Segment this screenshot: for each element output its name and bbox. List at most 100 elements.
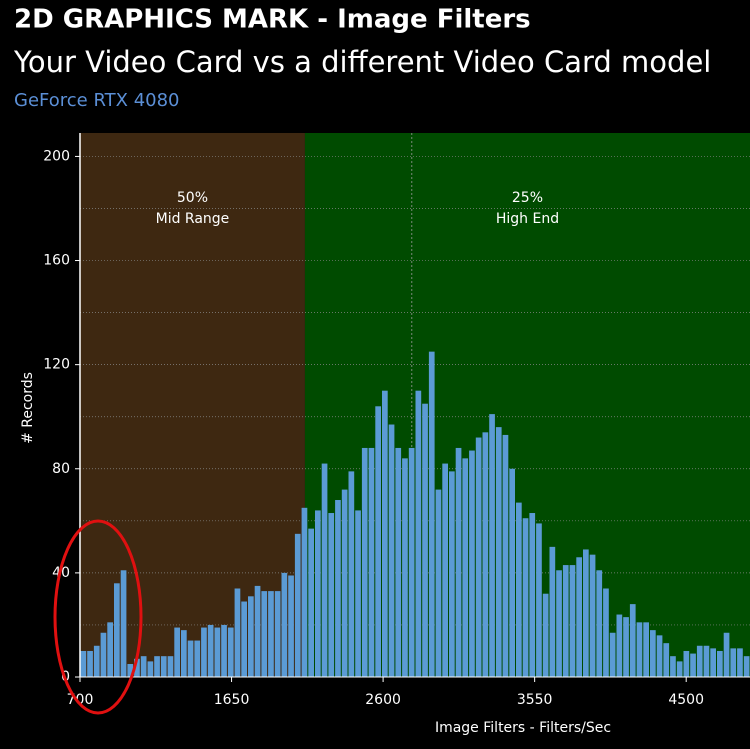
bar <box>328 513 335 677</box>
highlight-circle <box>53 519 143 715</box>
bar <box>408 447 415 677</box>
bar <box>402 458 408 677</box>
bar <box>134 658 140 677</box>
bar <box>254 585 261 677</box>
bar <box>616 614 623 677</box>
bar <box>569 565 576 677</box>
chart-subtitle: Your Video Card vs a different Video Car… <box>13 45 711 79</box>
bar <box>583 549 589 677</box>
bar <box>221 624 227 677</box>
bar <box>227 627 234 677</box>
region-label: 50% <box>177 190 208 206</box>
bar <box>462 458 469 677</box>
bar <box>274 591 281 677</box>
bar <box>636 622 643 677</box>
bar <box>696 645 703 677</box>
y-tick-label: 160 <box>43 253 70 269</box>
bar <box>241 601 247 677</box>
bar <box>455 447 462 677</box>
bar <box>442 463 448 677</box>
bar <box>629 604 636 677</box>
bar <box>355 510 361 677</box>
y-tick-label: 200 <box>43 148 70 164</box>
bar <box>207 624 214 677</box>
x-axis-title: Image Filters - Filters/Sec <box>435 720 611 736</box>
bar <box>187 640 194 677</box>
bar <box>294 533 301 677</box>
bar <box>268 591 274 677</box>
bar <box>495 427 502 677</box>
bar <box>114 583 120 677</box>
bar <box>167 656 174 677</box>
x-tick-label: 2600 <box>365 692 401 708</box>
bar <box>120 570 127 677</box>
bar <box>542 593 549 677</box>
bar <box>469 450 475 677</box>
bar <box>422 403 428 677</box>
bar <box>288 575 294 677</box>
bar <box>449 471 455 677</box>
bar <box>522 518 529 677</box>
bar <box>382 390 388 677</box>
bar <box>650 630 656 677</box>
bar <box>214 627 221 677</box>
bar <box>174 627 180 677</box>
bar <box>703 645 710 677</box>
bar <box>375 406 381 677</box>
bar <box>341 489 348 677</box>
bar <box>663 643 670 677</box>
bar <box>201 627 207 677</box>
bar <box>388 424 395 677</box>
bar <box>489 414 495 677</box>
bar <box>181 630 187 677</box>
bar <box>609 632 616 677</box>
bar <box>737 648 743 677</box>
bar <box>435 489 442 677</box>
bar <box>670 656 676 677</box>
card-name: GeForce RTX 4080 <box>14 90 180 111</box>
bar <box>160 656 167 677</box>
bar <box>717 650 723 677</box>
bar <box>502 434 509 677</box>
bar <box>315 510 321 677</box>
bar <box>100 632 107 677</box>
bar <box>348 471 355 677</box>
bar <box>743 656 750 677</box>
bar <box>710 648 716 677</box>
bar <box>368 447 375 677</box>
bar <box>335 500 341 677</box>
bar <box>576 557 582 677</box>
bar <box>147 661 154 677</box>
bar <box>261 591 268 677</box>
bar <box>516 502 522 677</box>
bar <box>549 546 556 677</box>
bar <box>248 596 254 677</box>
bar <box>643 622 649 677</box>
bar <box>428 351 435 677</box>
bar <box>603 588 609 677</box>
bar <box>107 622 113 677</box>
y-tick-label: 120 <box>43 357 70 373</box>
region-label: 25% <box>512 190 543 206</box>
x-tick-label: 1650 <box>214 692 250 708</box>
y-axis-title: # Records <box>20 372 36 444</box>
bar <box>395 447 402 677</box>
bar <box>536 523 542 677</box>
bar <box>656 635 663 677</box>
bar <box>596 570 603 677</box>
bar <box>301 507 308 677</box>
bar <box>321 463 328 677</box>
bar <box>415 390 422 677</box>
bar <box>281 572 288 677</box>
bar <box>562 565 569 677</box>
bar <box>361 447 368 677</box>
bar <box>80 650 87 677</box>
bar <box>676 661 683 677</box>
bar <box>194 640 201 677</box>
bar <box>127 663 134 677</box>
bar <box>93 645 100 677</box>
bar <box>308 528 314 677</box>
bar <box>482 432 489 677</box>
bar <box>723 632 730 677</box>
